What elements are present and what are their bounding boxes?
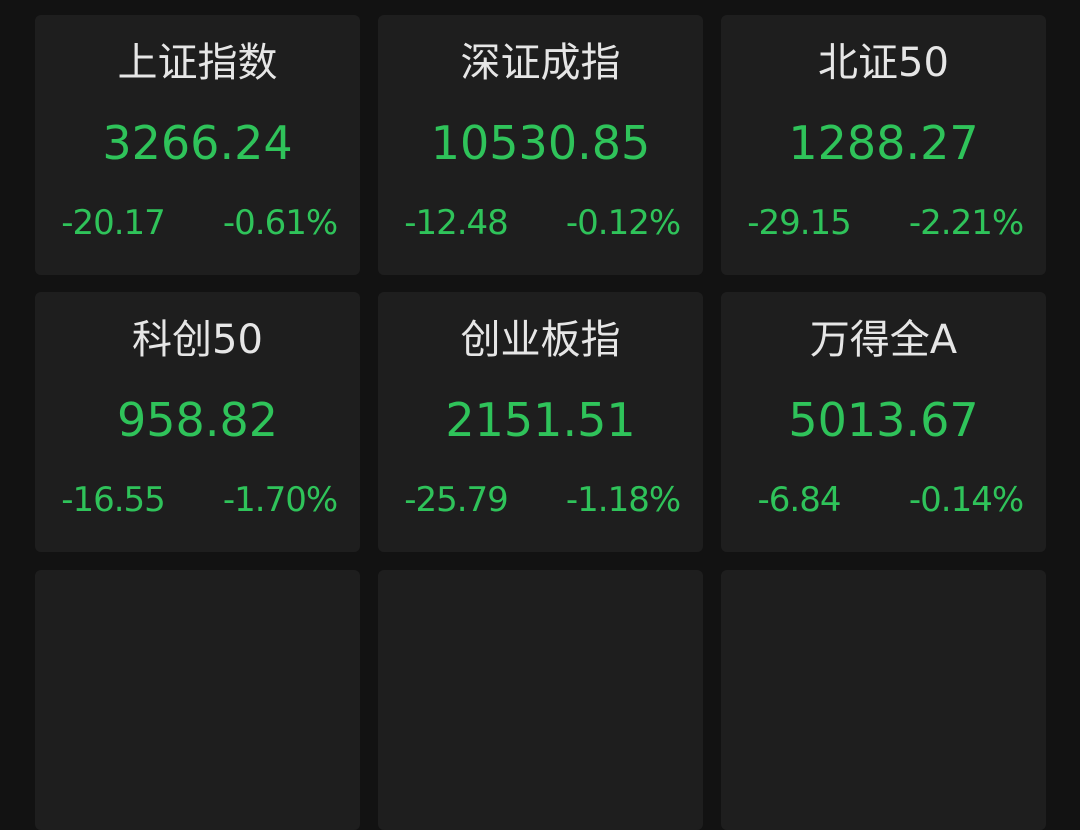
index-value: 958.82 (117, 393, 278, 447)
index-value: 1288.27 (788, 116, 979, 170)
index-name: 科创50 (132, 317, 263, 363)
index-name: 创业板指 (460, 317, 621, 363)
index-change: -29.15 (747, 203, 852, 243)
index-name: 万得全A (809, 317, 958, 363)
index-change-percent: -0.12% (565, 203, 681, 243)
index-card[interactable]: 创业板指 2151.51 -25.79 -1.18% (378, 292, 703, 552)
index-card[interactable]: 上证指数 3266.24 -20.17 -0.61% (35, 15, 360, 275)
index-name: 北证50 (818, 40, 949, 86)
index-name: 深证成指 (460, 40, 621, 86)
index-value: 2151.51 (445, 393, 636, 447)
index-card[interactable]: 万得全A 5013.67 -6.84 -0.14% (721, 292, 1046, 552)
index-change-percent: -0.14% (908, 480, 1024, 520)
index-card[interactable]: 科创50 958.82 -16.55 -1.70% (35, 292, 360, 552)
index-change: -16.55 (61, 480, 166, 520)
index-change: -6.84 (757, 480, 842, 520)
index-change-percent: -2.21% (908, 203, 1024, 243)
index-change: -25.79 (404, 480, 509, 520)
index-card-partial[interactable] (378, 570, 703, 830)
index-card[interactable]: 北证50 1288.27 -29.15 -2.21% (721, 15, 1046, 275)
index-card-partial[interactable] (35, 570, 360, 830)
index-name: 上证指数 (117, 40, 278, 86)
index-change-percent: -0.61% (222, 203, 338, 243)
index-value: 10530.85 (430, 116, 651, 170)
index-value: 3266.24 (102, 116, 293, 170)
index-card-partial[interactable] (721, 570, 1046, 830)
index-value: 5013.67 (788, 393, 979, 447)
index-change-percent: -1.18% (565, 480, 681, 520)
index-change: -20.17 (61, 203, 166, 243)
index-card[interactable]: 深证成指 10530.85 -12.48 -0.12% (378, 15, 703, 275)
index-change-percent: -1.70% (222, 480, 338, 520)
index-change: -12.48 (404, 203, 509, 243)
